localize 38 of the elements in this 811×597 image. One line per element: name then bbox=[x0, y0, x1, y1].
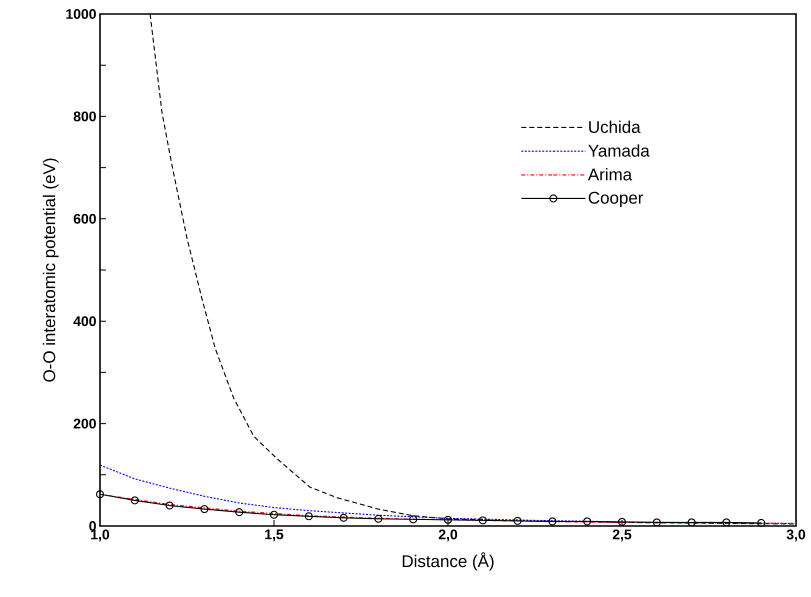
y-tick-label: 0 bbox=[89, 521, 96, 531]
legend-label: Uchida bbox=[589, 120, 641, 134]
y-tick-label: 600 bbox=[74, 214, 96, 224]
point bbox=[652, 518, 661, 526]
point bbox=[548, 517, 556, 526]
x-tick-label: 2,5 bbox=[612, 530, 632, 542]
legend-label: Yamada bbox=[588, 144, 650, 157]
point bbox=[374, 514, 382, 523]
y-tick-label: 800 bbox=[74, 111, 96, 122]
y-tick-label: 200 bbox=[74, 418, 96, 429]
point bbox=[583, 517, 592, 526]
point bbox=[478, 516, 487, 524]
x-axis-title: Distance (Å) bbox=[402, 552, 494, 571]
point bbox=[757, 518, 766, 527]
y-tick-label: 400 bbox=[73, 316, 96, 326]
legend-label: Cooper bbox=[588, 192, 644, 208]
x-tick-label: 1,5 bbox=[265, 530, 284, 542]
point bbox=[270, 510, 278, 519]
y-axis-title: O-O interatomic potential (eV) bbox=[42, 158, 59, 382]
point bbox=[722, 518, 730, 526]
point bbox=[200, 505, 208, 514]
x-tick-label: 1,0 bbox=[91, 530, 110, 542]
point bbox=[618, 518, 626, 526]
point bbox=[96, 490, 104, 498]
legend-label: Arima bbox=[588, 168, 632, 180]
point bbox=[514, 516, 522, 525]
point bbox=[444, 516, 452, 524]
point bbox=[166, 501, 174, 510]
point bbox=[235, 508, 244, 516]
point bbox=[688, 518, 696, 526]
point bbox=[340, 514, 348, 522]
point bbox=[409, 515, 418, 524]
point bbox=[304, 512, 313, 520]
y-tick-label: 1000 bbox=[66, 9, 96, 19]
line-series bbox=[100, 464, 796, 524]
x-tick-label: 3,0 bbox=[786, 530, 806, 542]
x-tick-label: 2,0 bbox=[438, 530, 458, 542]
point bbox=[130, 496, 139, 504]
